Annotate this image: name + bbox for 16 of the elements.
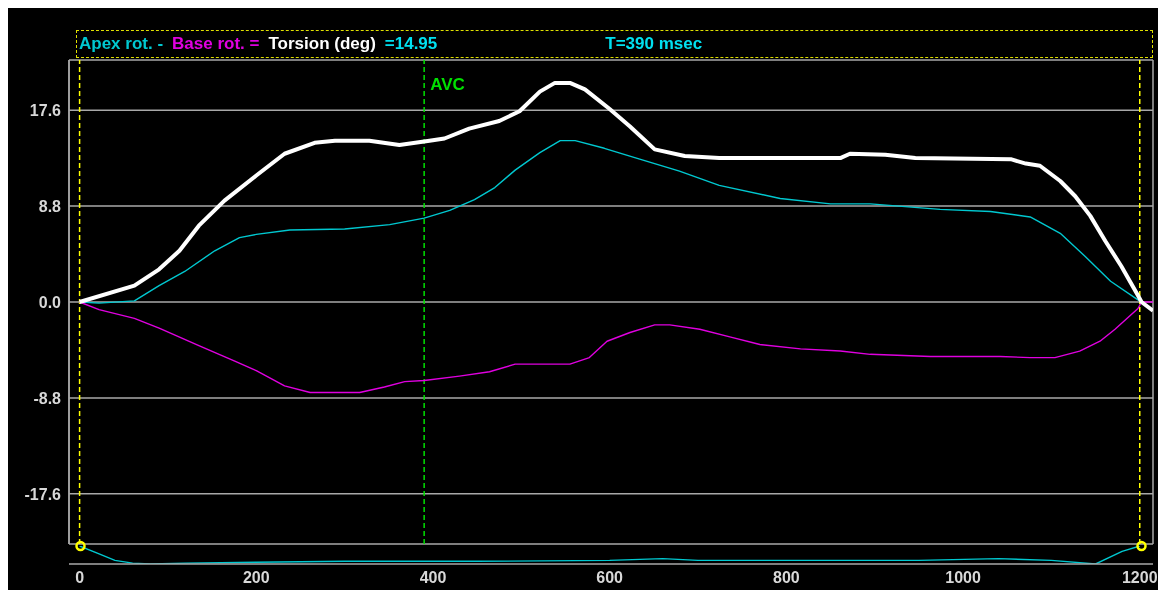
x-tick-label: 800 [773,569,800,587]
ref-line-label: AVC [430,75,465,95]
x-tick-label: 1200 [1121,569,1158,587]
x-tick-label: 200 [242,569,270,587]
x-tick-label: 600 [596,569,624,587]
x-tick-label: 1000 [945,569,981,587]
y-tick-label: -8.8 [33,389,62,407]
y-tick-label: 17.6 [29,101,62,119]
x-tick-label: 400 [419,569,447,587]
line-series [77,80,1153,313]
x-tick-label: 0 [75,569,85,587]
dashed-frame: Apex rot. - Base rot. = Torsion (deg) =14.95 T=390 msec [76,30,1153,58]
y-tick-label: -17.6 [24,485,62,503]
line-series [78,301,1153,394]
y-tick-label: 0.0 [38,293,62,311]
y-tick-label: 8.8 [38,197,62,215]
